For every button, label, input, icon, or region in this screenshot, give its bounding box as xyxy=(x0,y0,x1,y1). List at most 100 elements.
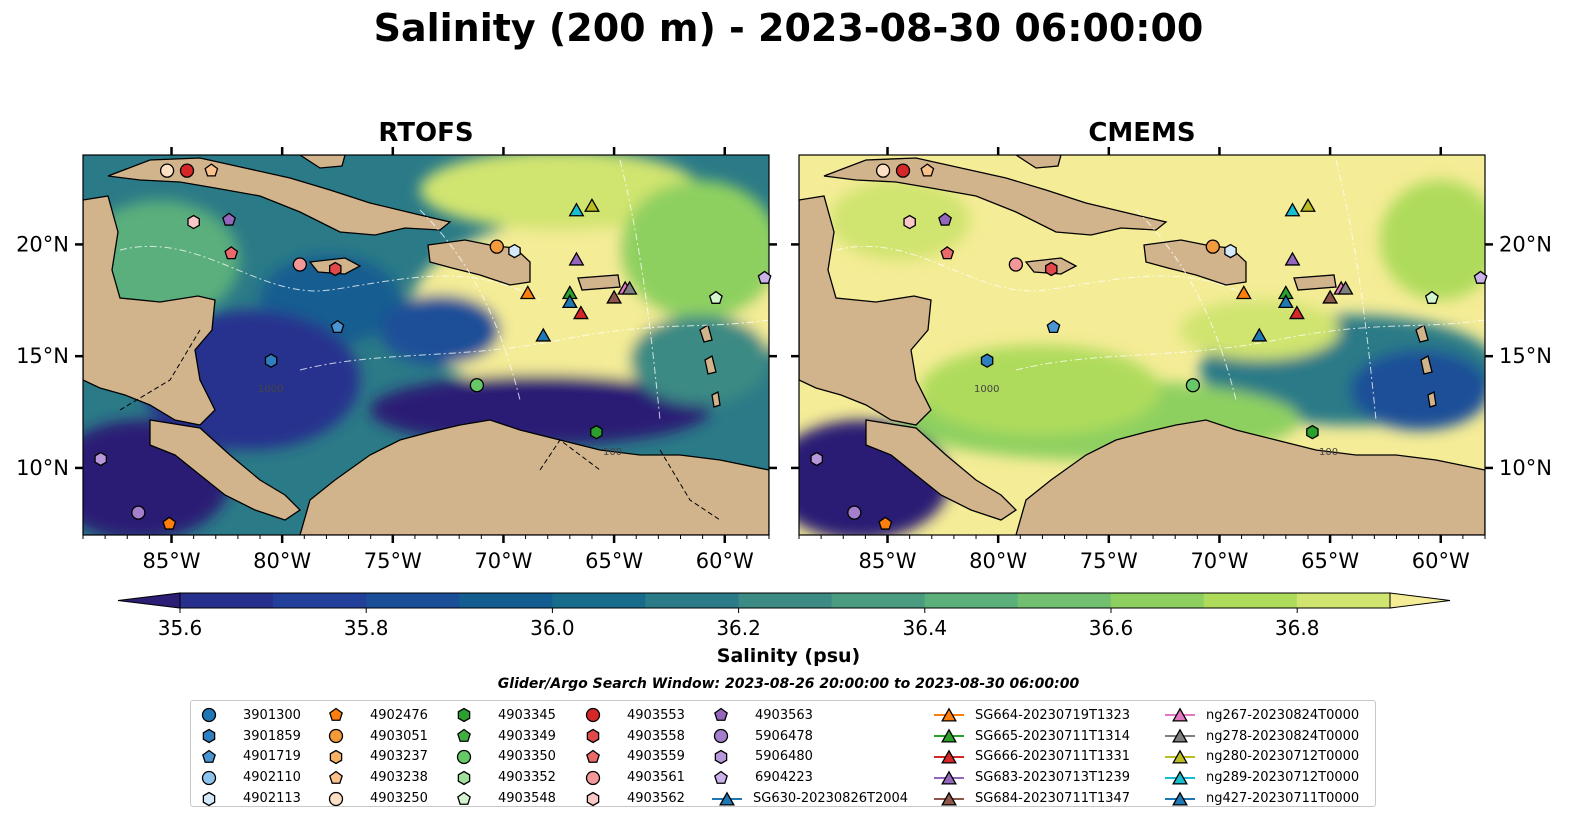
colorbar-segment xyxy=(738,593,833,608)
legend-label: ng280-20230712T0000 xyxy=(1206,749,1360,765)
legend-entry: 5906478 xyxy=(711,726,908,747)
colorbar-segment xyxy=(552,593,646,608)
marker-4903562-rtofs xyxy=(187,214,200,230)
legend-entry: 4903051 xyxy=(326,726,428,747)
legend-marker-icon xyxy=(714,770,728,784)
marker-4903051-rtofs xyxy=(489,239,504,254)
legend-entry: 4903250 xyxy=(326,788,428,809)
marker-4903250-rtofs xyxy=(159,163,175,178)
colorbar-tick-label: 36.8 xyxy=(1275,616,1320,640)
legend-entry: 4903559 xyxy=(583,747,685,768)
legend-label: 4903548 xyxy=(498,791,556,807)
colorbar-segment xyxy=(180,593,274,608)
x-tick-label: 75°W xyxy=(364,549,422,573)
legend-label: 4903563 xyxy=(755,707,813,723)
colorbar-segment xyxy=(1110,593,1205,608)
legend-marker-icon xyxy=(202,728,216,744)
contour-label: 100 xyxy=(1319,447,1338,458)
marker-SG664-20230719T1323-cmems xyxy=(1235,285,1252,300)
legend-marker xyxy=(714,749,728,765)
legend-entry: 4902476 xyxy=(326,705,428,726)
y-tick-label: 15°N xyxy=(16,344,69,368)
legend-marker-icon xyxy=(456,749,472,765)
colorbar-tick-label: 36.2 xyxy=(716,616,761,640)
legend-column: 3901300 3901859 4901719 4902110 4902113 xyxy=(199,705,301,809)
legend-marker-icon xyxy=(586,791,600,806)
legend-entry: 6904223 xyxy=(711,767,908,788)
contour-label: 100 xyxy=(603,447,622,458)
legend-marker-icon xyxy=(201,770,217,785)
legend-marker xyxy=(202,728,216,744)
colorbar-segment xyxy=(366,593,460,608)
legend-label: SG630-20230826T2004 xyxy=(753,791,909,807)
legend-entry: 4903237 xyxy=(326,747,428,768)
legend-marker xyxy=(1172,791,1188,806)
marker-ng280-20230712T0000-rtofs xyxy=(584,197,600,212)
legend-marker xyxy=(201,770,217,785)
marker-SG666-20230711T1331-rtofs xyxy=(572,305,589,320)
marker-4901719-rtofs xyxy=(330,319,345,334)
legend-column: ng267-20230824T0000 ng278-20230824T0000 ng… xyxy=(1164,705,1359,809)
legend-marker-icon xyxy=(934,749,964,764)
marker-4903562-cmems xyxy=(903,214,916,230)
colorbar-frame xyxy=(179,592,1391,609)
legend-label: 4902113 xyxy=(243,791,301,807)
legend-marker-icon xyxy=(201,708,217,723)
legend-marker xyxy=(719,791,735,806)
marker-4903250-cmems xyxy=(875,163,891,178)
colorbar-extend-high xyxy=(1389,592,1451,609)
legend-marker-icon xyxy=(1165,749,1195,764)
marker-4903563-rtofs xyxy=(222,212,236,226)
legend-entry: ng289-20230712T0000 xyxy=(1164,767,1359,788)
x-tick-label: 85°W xyxy=(859,549,917,573)
legend-entry: 4903563 xyxy=(711,705,908,726)
colorbar-tick-label: 35.6 xyxy=(158,616,203,640)
legend-marker-icon xyxy=(714,708,728,722)
colorbar-segment xyxy=(645,593,739,608)
legend-marker-icon xyxy=(457,791,471,805)
legend-marker-icon xyxy=(714,749,728,765)
marker-3901859-rtofs xyxy=(264,353,278,368)
legend-marker xyxy=(941,707,957,722)
legend-label: 4903349 xyxy=(498,728,556,744)
legend-label: 4903350 xyxy=(498,749,556,765)
colorbar-label: Salinity (psu) xyxy=(716,645,861,667)
y-tick-label: 15°N xyxy=(1499,344,1552,368)
legend-marker-icon xyxy=(329,708,343,722)
legend-marker-icon xyxy=(1165,791,1195,806)
figure-title: Salinity (200 m) - 2023-08-30 06:00:00 xyxy=(373,6,1204,50)
legend-marker xyxy=(941,791,957,806)
legend-label: ng427-20230711T0000 xyxy=(1206,791,1360,807)
legend-entry: 4903553 xyxy=(583,705,685,726)
colorbar-segment xyxy=(1203,593,1298,608)
marker-4903563-cmems xyxy=(938,212,952,226)
legend-label: SG664-20230719T1323 xyxy=(975,707,1131,723)
legend-label: 5906480 xyxy=(755,749,813,765)
marker-SG666-20230711T1331-cmems xyxy=(1288,305,1305,320)
legend-marker-icon xyxy=(585,770,601,785)
legend-entry: 4903561 xyxy=(583,767,685,788)
legend-marker xyxy=(714,708,728,722)
legend-marker xyxy=(457,728,471,743)
legend-entry: 4903349 xyxy=(454,726,556,747)
legend-label: 4902110 xyxy=(243,770,301,786)
colorbar-segment xyxy=(459,593,553,608)
legend-entry: ng278-20230824T0000 xyxy=(1164,726,1359,747)
legend-marker xyxy=(941,728,957,743)
legend-marker xyxy=(328,729,344,744)
legend-entry: 4903562 xyxy=(583,788,685,809)
x-tick-label: 60°W xyxy=(1412,549,1470,573)
panel-title-rtofs: RTOFS xyxy=(378,118,474,148)
marker-4903561-cmems xyxy=(1008,257,1024,272)
colorbar-tick-label: 36.0 xyxy=(530,616,575,640)
legend-marker xyxy=(456,749,472,765)
legend-label: 4903562 xyxy=(627,791,685,807)
marker-ng280-20230712T0000-cmems xyxy=(1300,197,1316,212)
cmems-map xyxy=(799,155,1485,535)
legend-marker xyxy=(714,770,728,784)
legend-entry: 4903352 xyxy=(454,767,556,788)
colorbar-segment xyxy=(1017,593,1112,608)
legend-label: SG684-20230711T1347 xyxy=(975,791,1131,807)
x-tick-label: 75°W xyxy=(1080,549,1138,573)
marker-5906480-rtofs xyxy=(94,451,107,467)
